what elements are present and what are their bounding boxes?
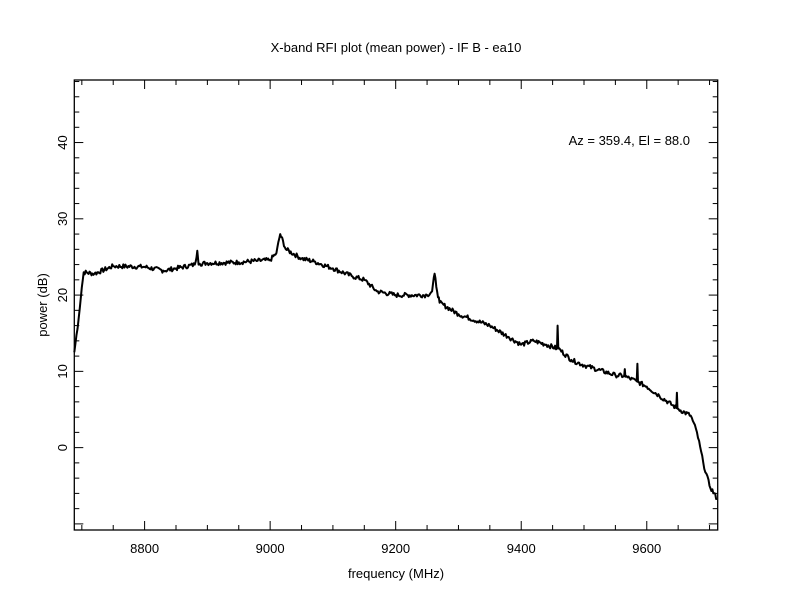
y-tick-label: 0 (55, 444, 70, 451)
y-tick-label: 30 (55, 212, 70, 226)
y-tick-label: 20 (55, 288, 70, 302)
y-tick-label: 40 (55, 135, 70, 149)
y-axis-label: power (dB) (35, 273, 50, 337)
x-tick-label: 9600 (632, 541, 661, 556)
annotation-az-el: Az = 359.4, El = 88.0 (569, 133, 690, 148)
x-tick-label: 9000 (256, 541, 285, 556)
x-tick-label: 8800 (130, 541, 159, 556)
x-tick-label: 9200 (381, 541, 410, 556)
x-axis-label: frequency (MHz) (348, 566, 444, 581)
y-tick-label: 10 (55, 364, 70, 378)
x-tick-label: 9400 (507, 541, 536, 556)
chart-title: X-band RFI plot (mean power) - IF B - ea… (271, 40, 522, 55)
series-line (73, 233, 718, 500)
